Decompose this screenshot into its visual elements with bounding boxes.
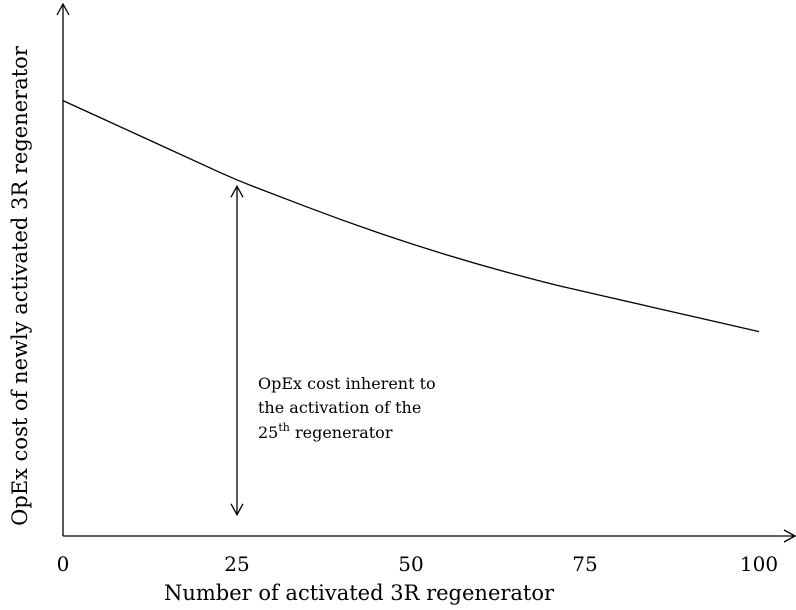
annotation-superscript: th [278, 421, 290, 434]
annotation-suffix: regenerator [290, 423, 393, 442]
x-tick-label: 50 [398, 552, 423, 576]
x-tick-label: 25 [224, 552, 249, 576]
y-axis-arrowhead [56, 2, 70, 16]
annotation-arrow [230, 184, 244, 517]
annotation-arrowhead-bottom [230, 503, 244, 517]
opex-curve [62, 100, 760, 333]
annotation-arrowhead-top [230, 184, 244, 198]
x-axis-arrowhead [783, 529, 796, 543]
x-tick-label: 100 [740, 552, 778, 576]
annotation-line-2: the activation of the [258, 398, 421, 417]
x-tick-labels: 0 25 50 75 100 [57, 552, 778, 576]
x-tick-label: 0 [57, 552, 70, 576]
x-axis-label: Number of activated 3R regenerator [164, 581, 555, 605]
y-axis-label: OpEx cost of newly activated 3R regenera… [8, 45, 32, 526]
annotation-line-3: 25th regenerator [258, 421, 393, 442]
annotation-line-1: OpEx cost inherent to [258, 374, 436, 393]
annotation-number: 25 [258, 423, 278, 442]
x-tick-label: 75 [572, 552, 597, 576]
